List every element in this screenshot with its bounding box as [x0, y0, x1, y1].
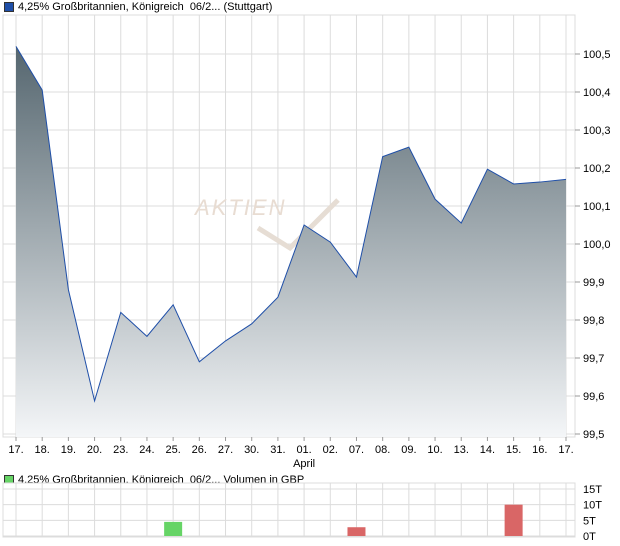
- price-legend: 4,25% Großbritannien, Königreich 06/2...…: [4, 1, 272, 13]
- x-tick-label: 20.: [87, 444, 102, 456]
- y-tick-label: 99,7: [583, 353, 604, 365]
- volume-tick-label: 0T: [583, 531, 596, 543]
- x-tick-label: 30.: [244, 444, 259, 456]
- x-tick-label: 14.: [480, 444, 495, 456]
- x-tick-label: 07.: [349, 444, 364, 456]
- x-tick-label: 02.: [323, 444, 338, 456]
- volume-bar: [347, 527, 366, 536]
- y-tick-label: 100,4: [583, 87, 611, 99]
- x-tick-label: 09.: [401, 444, 416, 456]
- month-label: April: [293, 458, 315, 470]
- price-area: [16, 46, 566, 438]
- price-swatch: [4, 2, 14, 12]
- x-tick-label: 16.: [532, 444, 547, 456]
- y-tick-label: 100,5: [583, 49, 611, 61]
- x-tick-label: 23.: [113, 444, 128, 456]
- x-tick-label: 15.: [506, 444, 521, 456]
- x-tick-label: 25.: [165, 444, 180, 456]
- x-tick-label: 10.: [427, 444, 442, 456]
- x-tick-label: 17.: [8, 444, 23, 456]
- price-title: 4,25% Großbritannien, Königreich 06/2...…: [18, 1, 273, 13]
- y-tick-label: 99,9: [583, 277, 604, 289]
- watermark: AKTIEN: [193, 195, 286, 220]
- x-tick-label: 24.: [139, 444, 154, 456]
- x-tick-label: 01.: [296, 444, 311, 456]
- x-tick-label: 26.: [192, 444, 207, 456]
- y-tick-label: 99,6: [583, 391, 604, 403]
- price-line: [15, 46, 567, 403]
- x-tick-label: 18.: [35, 444, 50, 456]
- y-tick-label: 99,5: [583, 429, 604, 441]
- volume-bar: [504, 504, 523, 536]
- volume-plot-area: [2, 482, 576, 538]
- x-tick-label: 13.: [454, 444, 469, 456]
- x-tick-label: 19.: [61, 444, 76, 456]
- y-tick-label: 100,1: [583, 201, 611, 213]
- x-tick-label: 17.: [558, 444, 573, 456]
- x-tick-label: 31.: [270, 444, 285, 456]
- y-tick-label: 100,3: [583, 125, 611, 137]
- y-tick-label: 100,0: [583, 239, 611, 251]
- y-tick-label: 99,8: [583, 315, 604, 327]
- volume-tick-label: 10T: [583, 500, 602, 512]
- y-tick-label: 100,2: [583, 163, 611, 175]
- volume-bar: [164, 521, 183, 536]
- x-tick-label: 08.: [375, 444, 390, 456]
- volume-tick-label: 5T: [583, 515, 596, 527]
- x-tick-label: 27.: [218, 444, 233, 456]
- volume-tick-label: 15T: [583, 484, 602, 496]
- watermark-check: [256, 198, 340, 252]
